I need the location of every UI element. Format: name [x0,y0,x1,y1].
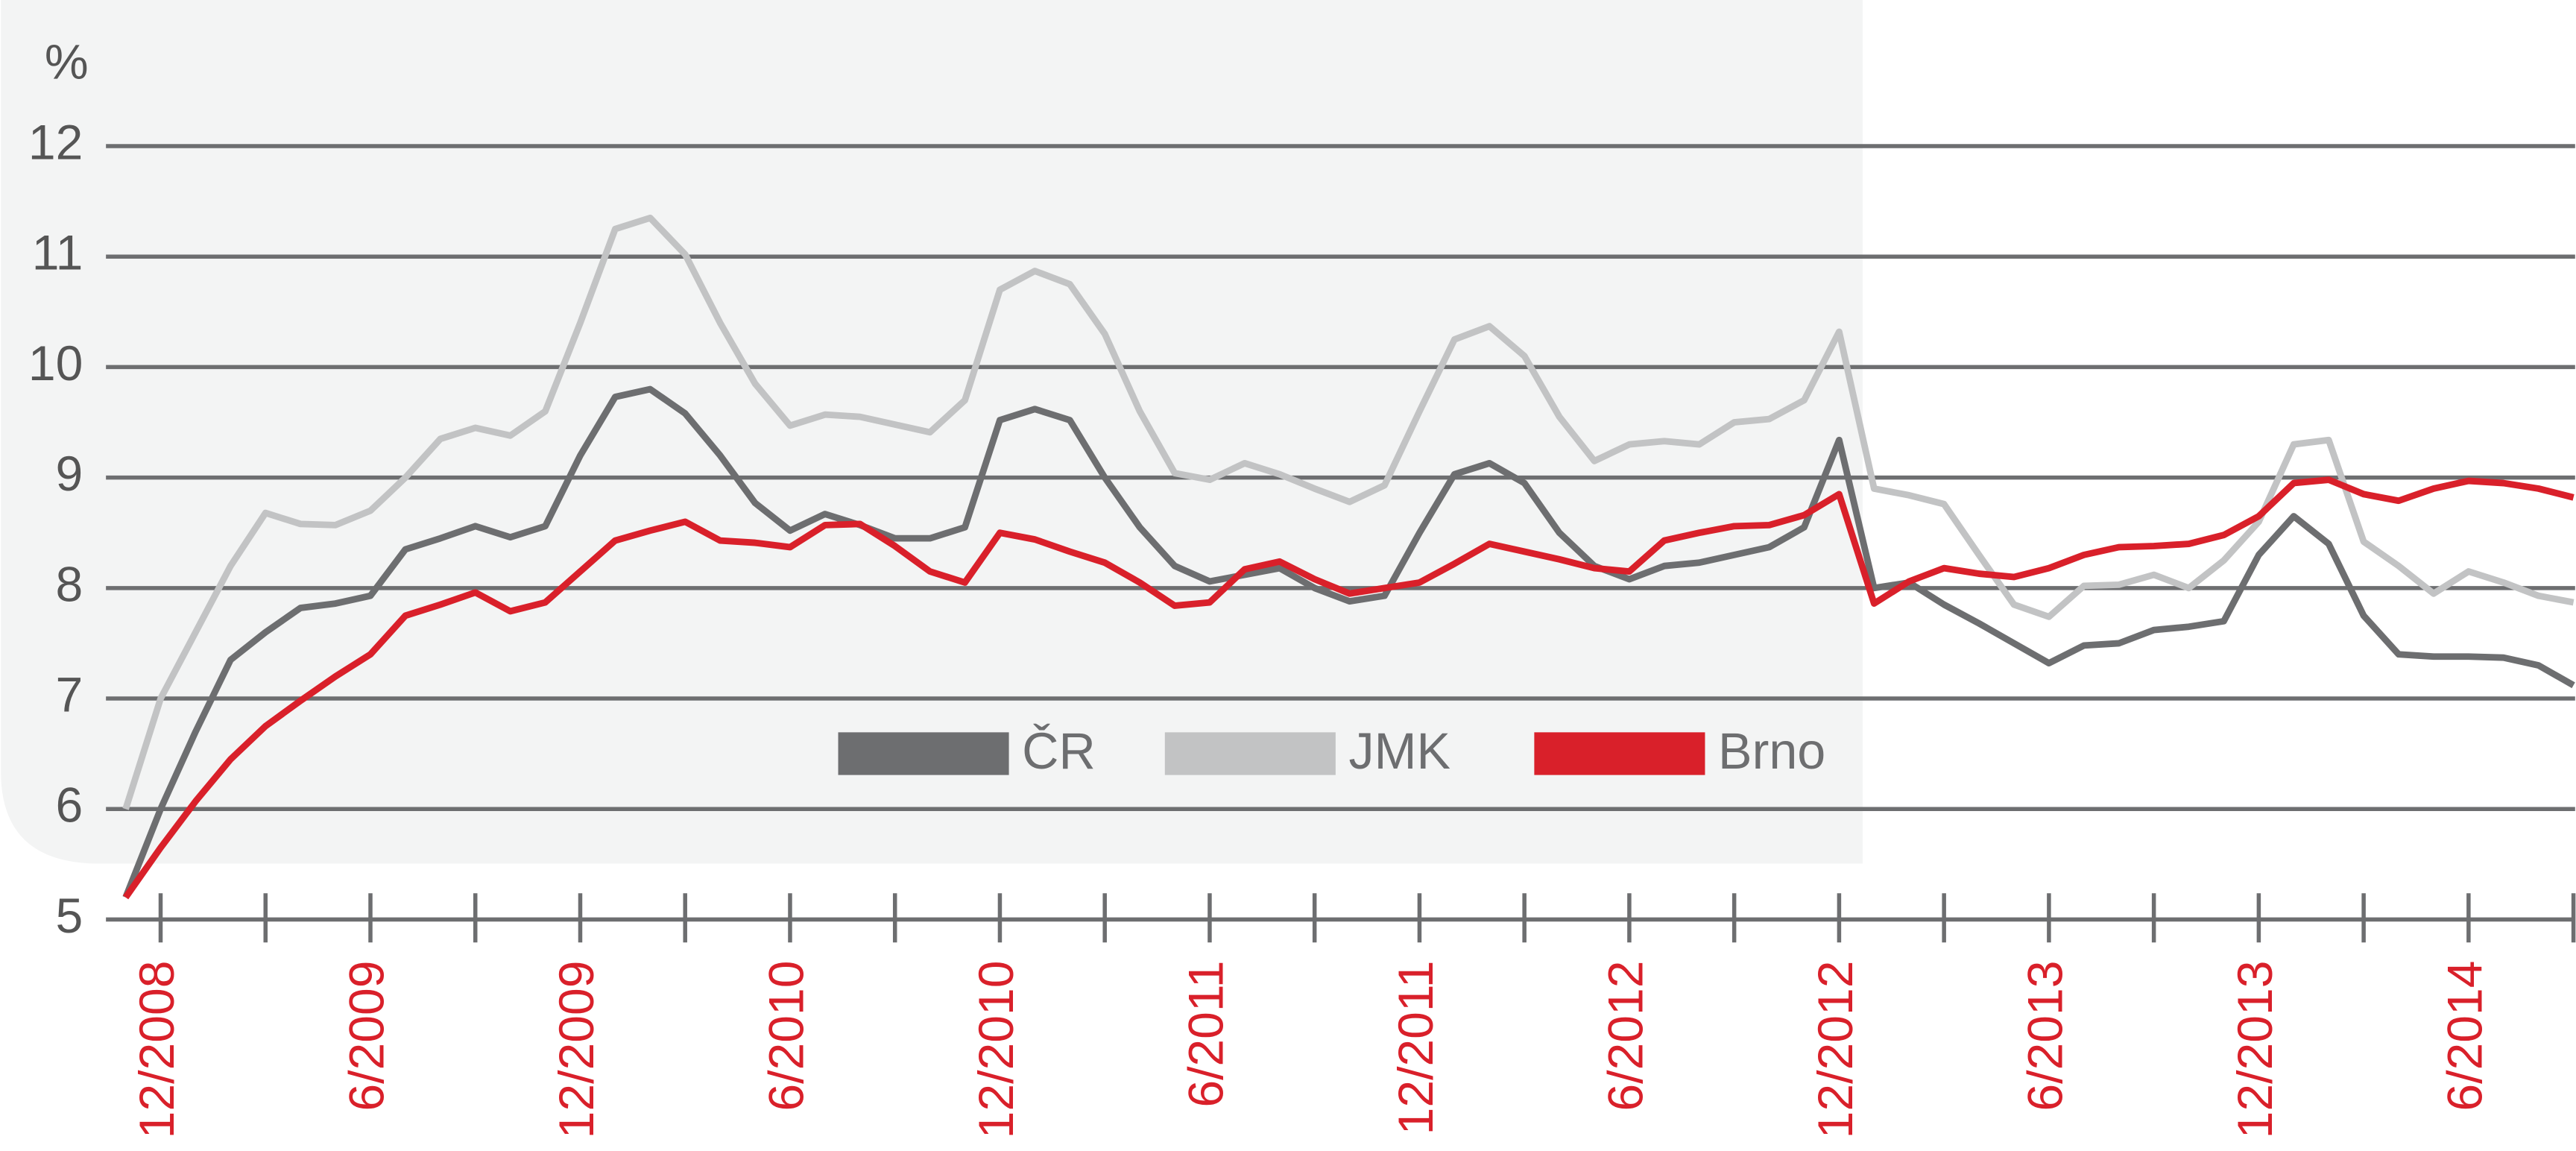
x-tick-label: 12/2008 [130,961,185,1139]
legend-label: ČR [1022,723,1096,780]
y-tick-label: 12 [28,115,83,170]
x-tick-label: 12/2013 [2228,961,2283,1139]
x-tick-label: 6/2011 [1178,961,1234,1108]
series-line [122,214,2575,810]
x-tick-label: 6/2012 [1598,961,1653,1111]
y-tick-label: 5 [56,889,83,944]
legend-swatch [1534,732,1705,775]
x-tick-label: 6/2014 [2437,961,2493,1111]
legend-label: JMK [1348,723,1450,780]
y-axis-label: % [45,35,89,90]
x-tick-label: 6/2010 [759,961,814,1111]
y-tick-label: 7 [56,667,83,722]
legend-swatch [838,732,1009,775]
y-tick-label: 9 [56,447,83,502]
y-tick-label: 6 [56,778,83,833]
legend-label: Brno [1718,723,1825,780]
x-tick-label: 12/2012 [1808,961,1863,1139]
legend-swatch [1164,732,1336,775]
x-tick-label: 12/2009 [549,961,604,1139]
y-tick-label: 11 [32,226,83,281]
x-tick-label: 12/2010 [969,961,1024,1139]
y-tick-label: 8 [56,557,83,612]
x-tick-label: 6/2009 [339,961,394,1111]
x-tick-label: 6/2013 [2018,961,2073,1111]
series-line [122,476,2575,900]
series-line [122,385,2575,899]
y-tick-label: 10 [28,336,83,391]
x-tick-label: 12/2011 [1389,961,1444,1135]
